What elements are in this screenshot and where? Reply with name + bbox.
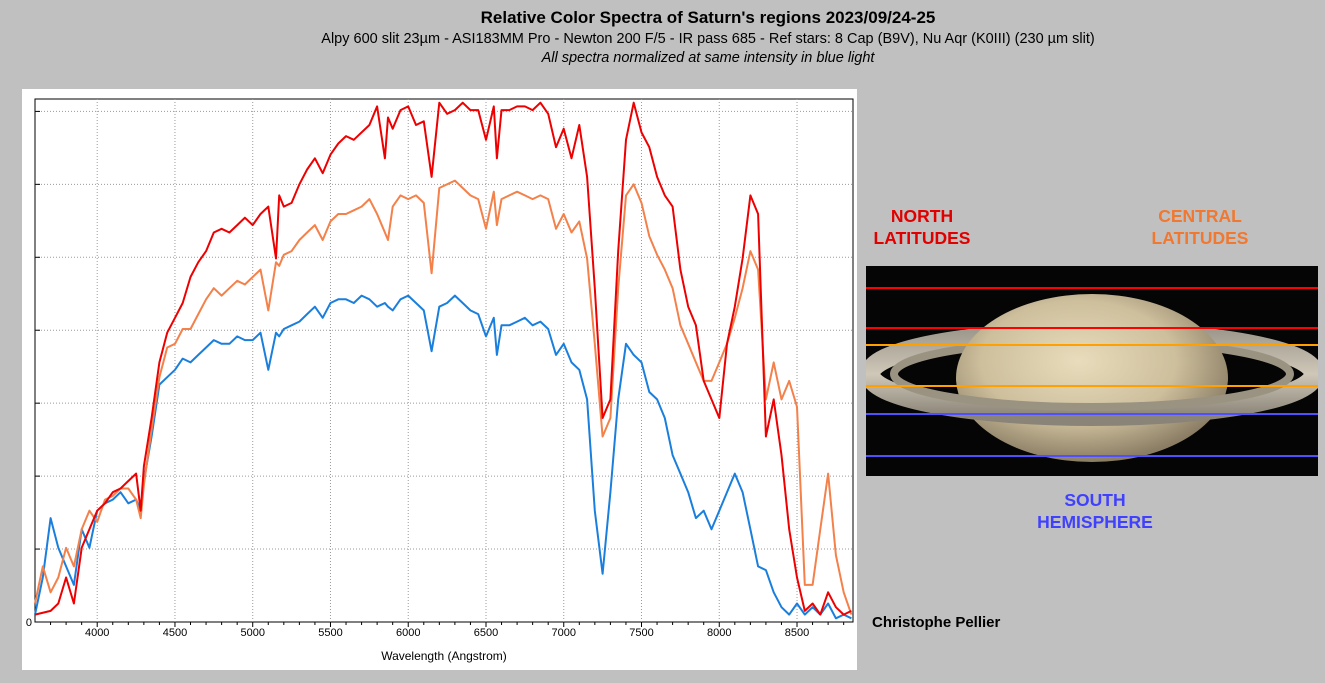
plot-panel: 4000 4500 5000 5500 6000 6500 7000 7500 8000 8500…: [22, 89, 857, 670]
south-label-line1: SOUTH: [1064, 490, 1126, 510]
x-tick-label: 5500: [318, 627, 342, 639]
central-label-line1: CENTRAL: [1158, 206, 1242, 226]
x-tick-label: 4500: [163, 627, 187, 639]
saturn-image: [866, 266, 1318, 476]
y-tick-label: 0: [26, 617, 32, 629]
x-tick-label: 5000: [240, 627, 264, 639]
author-credit: Christophe Pellier: [872, 614, 1001, 631]
x-axis-label: Wavelength (Angstrom): [381, 649, 507, 663]
x-tick-label: 8000: [707, 627, 731, 639]
x-tick-label: 7500: [629, 627, 653, 639]
spectrum-chart: 4000 4500 5000 5500 6000 6500 7000 7500 8000 8500…: [26, 98, 854, 663]
north-label-line1: NORTH: [890, 206, 954, 226]
latitude-band-lines: [866, 287, 1318, 457]
south-label-line2: HEMISPHERE: [1037, 512, 1153, 532]
south-hemisphere-label: SOUTH HEMISPHERE: [1020, 489, 1170, 533]
x-tick-label: 6500: [474, 627, 498, 639]
chart-subtitle: Alpy 600 slit 23µm - ASI183MM Pro - Newt…: [321, 31, 1095, 47]
plot-area: [34, 98, 854, 623]
north-latitudes-label: NORTH LATITUDES: [862, 205, 982, 249]
spectrum-line-2: [34, 294, 852, 620]
chart-note: All spectra normalized at same intensity…: [541, 50, 875, 66]
spectrum-line-0: [34, 101, 852, 616]
x-tick-label: 6000: [396, 627, 420, 639]
x-tick-label: 7000: [552, 627, 576, 639]
chart-title: Relative Color Spectra of Saturn's regio…: [480, 8, 936, 27]
x-tick-label: 4000: [85, 627, 109, 639]
saturn-ring-front: [866, 374, 1318, 426]
x-tick-label: 8500: [785, 627, 809, 639]
central-label-line2: LATITUDES: [1151, 228, 1249, 248]
north-label-line2: LATITUDES: [873, 228, 971, 248]
spectrum-line-1: [34, 179, 853, 615]
saturn-globe: [956, 294, 1228, 462]
central-latitudes-label: CENTRAL LATITUDES: [1140, 205, 1260, 249]
